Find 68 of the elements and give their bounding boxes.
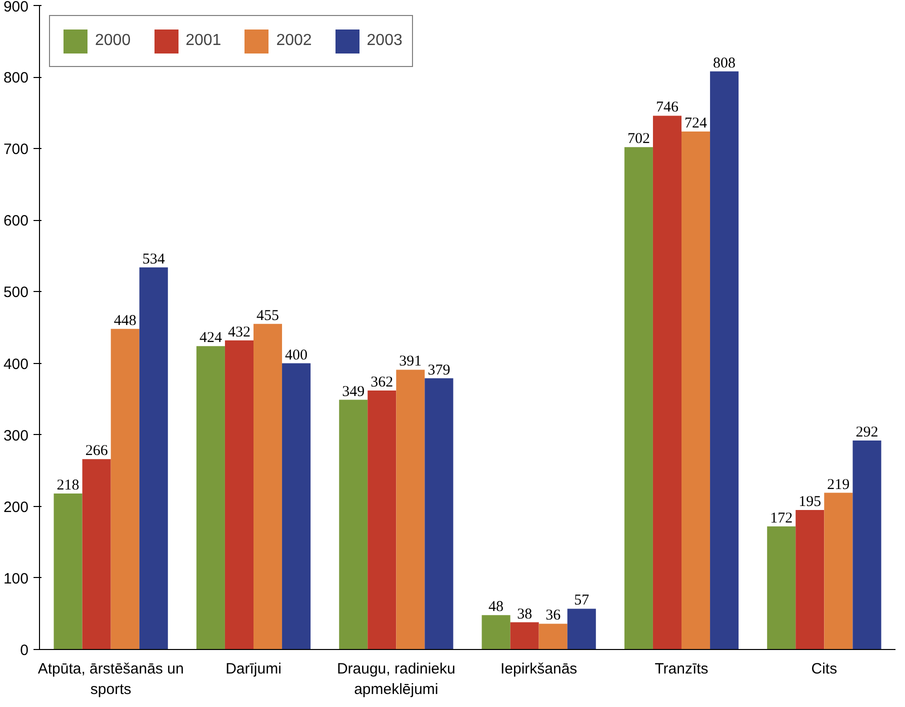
bar — [824, 492, 853, 650]
bar — [710, 71, 739, 650]
bar — [767, 526, 796, 650]
x-tick-label: Darījumi — [226, 660, 282, 678]
data-label: 57 — [574, 592, 590, 609]
y-tick-label: 500 — [3, 284, 29, 302]
bar — [82, 459, 111, 650]
legend-label: 2002 — [276, 32, 312, 50]
data-label: 448 — [114, 312, 136, 329]
data-label: 38 — [517, 606, 532, 622]
y-tick-label: 800 — [3, 70, 29, 87]
bar — [796, 510, 824, 650]
data-label: 292 — [856, 424, 878, 441]
legend-label: 2003 — [366, 32, 402, 50]
bar — [567, 608, 596, 650]
bar — [254, 324, 282, 650]
data-label: 379 — [428, 362, 450, 378]
bar — [682, 131, 710, 650]
data-label: 349 — [342, 384, 365, 400]
bar — [652, 116, 682, 650]
bar — [139, 267, 168, 650]
data-label: 218 — [56, 478, 80, 494]
data-label: 400 — [285, 347, 308, 364]
data-label: 266 — [85, 443, 108, 460]
bar — [538, 624, 568, 650]
data-label: 432 — [228, 324, 250, 340]
bar — [196, 346, 225, 650]
data-label: 808 — [713, 55, 736, 72]
x-tick-label: Draugu, radinieku apmeklējumi — [336, 660, 456, 698]
data-label: 219 — [827, 476, 850, 493]
bar — [852, 440, 882, 650]
legend-label: 2000 — [95, 32, 131, 50]
data-label: 362 — [370, 374, 394, 390]
data-label: 455 — [256, 308, 280, 324]
legend-label: 2001 — [186, 32, 222, 50]
y-tick-label: 700 — [3, 141, 29, 158]
y-tick-label: 400 — [3, 356, 29, 373]
bar — [110, 328, 140, 650]
data-label: 48 — [488, 599, 504, 616]
bar — [396, 370, 425, 650]
y-tick-label: 100 — [3, 570, 29, 588]
x-tick-label: Atpūta, ārstēšanās un sports — [38, 660, 184, 698]
y-tick-label: 900 — [3, 0, 29, 16]
x-tick-label: Cits — [811, 660, 838, 678]
data-label: 534 — [142, 251, 166, 268]
y-tick-label: 200 — [3, 498, 29, 516]
y-tick-label: 600 — [3, 212, 29, 230]
bar — [224, 340, 254, 650]
bar — [624, 147, 653, 650]
bar — [54, 494, 82, 650]
bar — [282, 363, 311, 650]
data-label: 424 — [199, 330, 222, 346]
data-label: 172 — [770, 510, 793, 526]
data-label: 195 — [798, 494, 822, 510]
data-label: 702 — [627, 131, 650, 148]
bar — [339, 400, 368, 650]
bar — [510, 622, 539, 650]
bar — [424, 378, 454, 650]
x-tick-label: Tranzīts — [654, 660, 708, 678]
y-tick-label: 0 — [20, 642, 28, 659]
data-label: 391 — [399, 354, 422, 370]
x-tick-label: Iepirkšanās — [500, 660, 578, 678]
y-tick-label: 300 — [3, 427, 29, 444]
bar — [482, 615, 510, 650]
data-label: 36 — [546, 608, 562, 624]
bar — [368, 390, 396, 650]
data-label: 746 — [656, 100, 679, 116]
data-label: 724 — [684, 115, 708, 132]
